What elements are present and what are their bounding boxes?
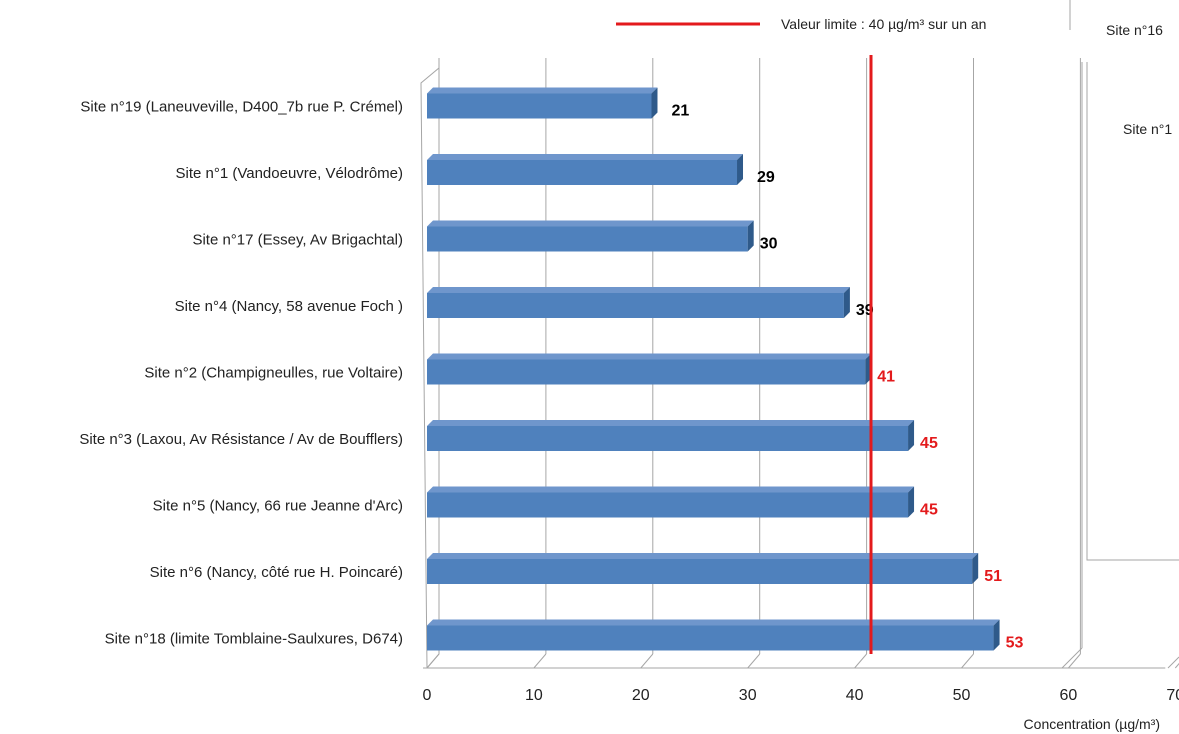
panel-floor-edge (1061, 647, 1083, 669)
data-label: 29 (757, 169, 775, 186)
bar-top (427, 220, 754, 227)
bar-front (427, 93, 652, 119)
bar-top (427, 619, 1000, 626)
bar (427, 287, 850, 318)
x-tick-label: 50 (953, 687, 971, 704)
x-tick-labels: 0 10 20 30 40 50 60 70 (423, 687, 1179, 704)
data-label: 30 (760, 236, 778, 253)
panel-frame (1086, 62, 1179, 561)
bar-side (908, 420, 915, 451)
category-label: Site n°3 (Laxou, Av Résistance / Av de B… (79, 431, 403, 448)
bar-top (427, 154, 744, 160)
bar-front (427, 559, 973, 584)
bar (427, 220, 754, 252)
data-label: 41 (877, 369, 895, 386)
secondary-category-label: Site n°1 (1123, 121, 1172, 137)
data-label: 45 (920, 435, 938, 452)
x-tick-label: 0 (423, 687, 432, 704)
bar-top (427, 486, 915, 493)
data-label: 53 (1006, 635, 1024, 652)
data-label: 21 (671, 103, 689, 120)
bar-front (427, 359, 866, 385)
category-label: Site n°17 (Essey, Av Brigachtal) (192, 232, 403, 249)
bar (427, 486, 915, 518)
bar-front (427, 293, 844, 318)
bar-front (427, 160, 738, 185)
bar-front (427, 492, 909, 518)
bar-front (427, 426, 909, 451)
gridline-floor-10 (533, 653, 547, 669)
data-labels: 21 29 30 39 41 45 45 51 53 (671, 103, 1023, 652)
gridline-floor-40 (854, 653, 867, 669)
bar (427, 553, 979, 584)
x-tick-label: 20 (632, 687, 650, 704)
x-axis-title: Concentration (µg/m³) (1024, 716, 1160, 732)
bar-side (972, 553, 979, 584)
x-tick-label: 30 (739, 687, 757, 704)
bar (427, 420, 915, 451)
x-tick-label: 40 (846, 687, 864, 704)
bars (427, 87, 1000, 651)
bar-side (993, 619, 1000, 651)
bar-top (427, 87, 658, 94)
data-label: 51 (984, 568, 1002, 585)
legend: Valeur limite : 40 µg/m³ sur un an (616, 16, 986, 32)
category-label: Site n°4 (Nancy, 58 avenue Foch ) (175, 298, 403, 315)
data-label: 39 (856, 302, 874, 319)
secondary-category-label: Site n°16 (1106, 22, 1163, 38)
bar-front (427, 625, 994, 651)
bar-top (427, 287, 850, 293)
x-tick-label: 70 (1166, 687, 1179, 704)
bar-front (427, 226, 748, 252)
legend-label: Valeur limite : 40 µg/m³ sur un an (781, 16, 986, 32)
category-labels: Site n°19 (Laneuveville, D400_7b rue P. … (79, 99, 403, 648)
gridline-floor-70 (1174, 662, 1179, 669)
category-label: Site n°19 (Laneuveville, D400_7b rue P. … (80, 99, 403, 116)
category-label: Site n°2 (Champigneulles, rue Voltaire) (144, 365, 403, 382)
bar (427, 87, 658, 119)
bar (427, 619, 1000, 651)
gridline-floor-60 (1068, 653, 1081, 669)
gridline-floor-20 (640, 653, 654, 669)
gridline-floor-50 (961, 653, 974, 669)
category-label: Site n°1 (Vandoeuvre, Vélodrôme) (175, 165, 403, 182)
bar-top (427, 353, 872, 360)
bar (427, 353, 872, 385)
bar-top (427, 420, 915, 426)
category-label: Site n°6 (Nancy, côté rue H. Poincaré) (150, 564, 403, 581)
x-tick-label: 60 (1060, 687, 1078, 704)
category-label: Site n°5 (Nancy, 66 rue Jeanne d'Arc) (153, 498, 403, 515)
panel-floor-edge-2 (1167, 656, 1179, 669)
bar (427, 154, 744, 185)
data-label: 45 (920, 502, 938, 519)
gridline-floor-30 (747, 653, 761, 669)
x-tick-label: 10 (525, 687, 543, 704)
bar-side (908, 486, 915, 518)
secondary-chart-panel: Site n°16 Site n°1 (1061, 0, 1179, 669)
gridline-floor-0 (426, 653, 440, 669)
category-label: Site n°18 (limite Tomblaine-Saulxures, D… (105, 631, 403, 648)
bar-side (651, 87, 658, 119)
bar-top (427, 553, 979, 559)
bar-side (737, 154, 744, 185)
bar-side (843, 287, 850, 318)
bar-side (747, 220, 754, 252)
